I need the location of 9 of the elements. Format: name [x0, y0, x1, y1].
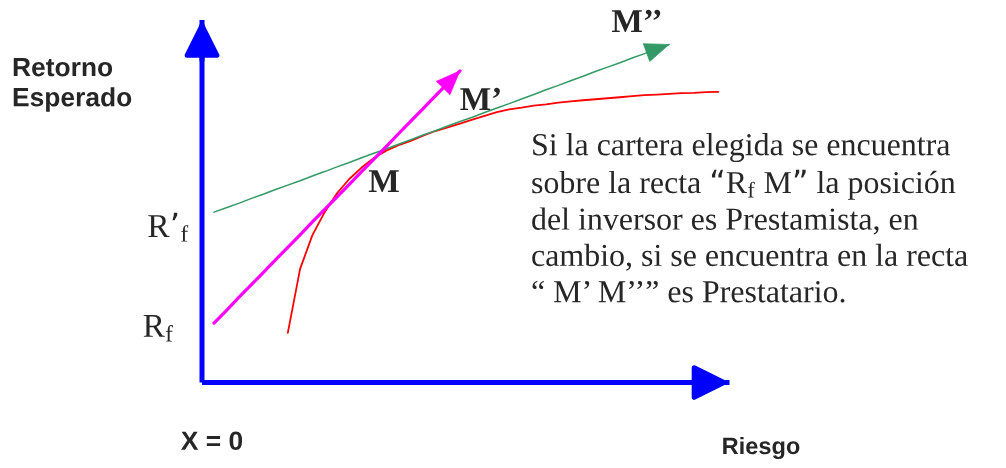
annotation: Si la cartera elegida se encuentra sobre la recta “R$_{f}$ M” la posición del inversor es Prestamista, en cambio, si se encuentra en la recta “ M’ M’’” es Prestatario.	[532, 133, 968, 303]
x-axis-title: Riesgo	[723, 436, 800, 460]
annotation: M’	[460, 87, 500, 111]
text: R’$_{f}$	[148, 212, 189, 242]
annotation: M	[368, 170, 399, 193]
text: R$_{f}$	[143, 315, 173, 342]
text: X = 0	[181, 431, 243, 451]
text: M’’	[611, 9, 661, 33]
y-axis-title: Retorno Esperado	[13, 57, 132, 112]
